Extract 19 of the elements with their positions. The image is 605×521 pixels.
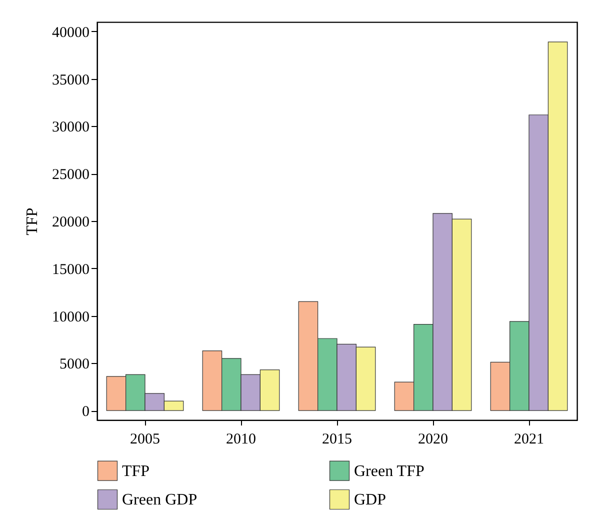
legend-label: Green TFP [354,462,424,480]
x-tick-label: 2021 [514,432,544,448]
y-axis-title: TFP [24,208,41,236]
y-tick-label: 0 [82,404,90,420]
y-tick-label: 20000 [52,214,90,230]
x-tick-label: 2015 [322,432,352,448]
y-tick-label: 5000 [60,356,90,373]
legend-label: Green GDP [122,492,198,508]
y-tick-label: 30000 [52,120,90,136]
x-tick-label: 2010 [226,432,256,448]
x-tick-label: 2005 [130,432,160,448]
y-tick-label: 10000 [52,309,90,326]
y-tick-label: 25000 [52,167,90,184]
legend-label: GDP [354,492,386,508]
y-tick-label: 35000 [52,72,90,88]
y-tick-label: 40000 [52,24,90,41]
y-tick-label: 15000 [52,262,90,278]
legend-label: TFP [122,462,150,480]
x-tick-label: 2020 [418,432,448,448]
